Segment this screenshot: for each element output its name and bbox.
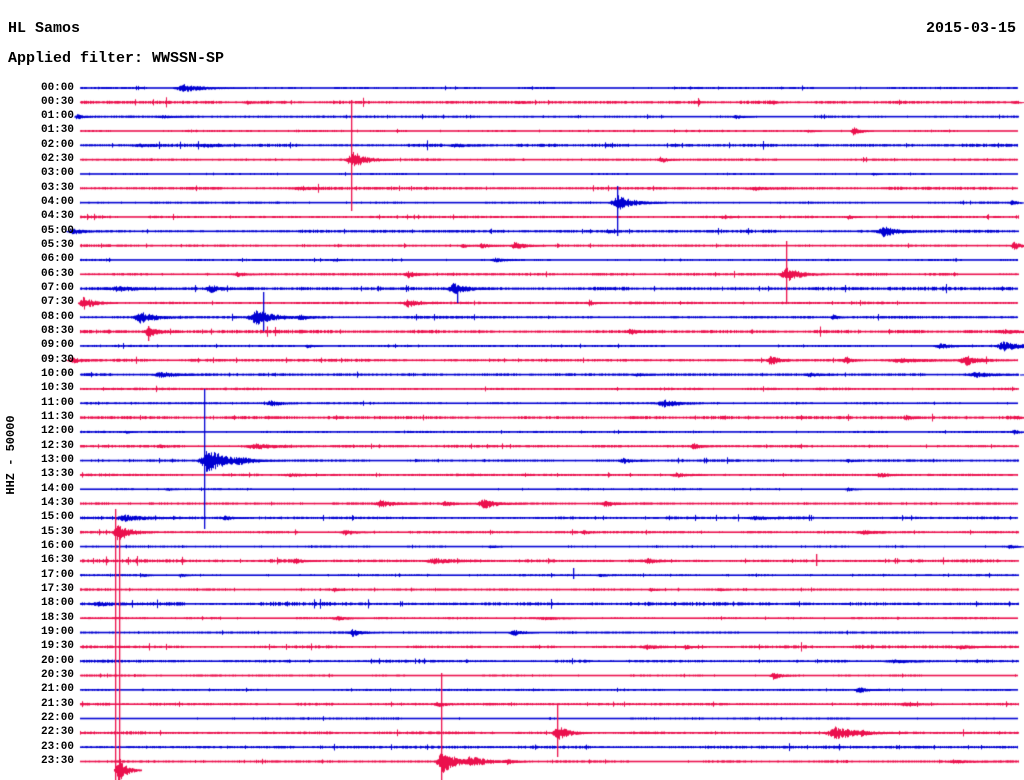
trace-time-label: 06:30 [40,267,74,280]
trace-time-label: 15:30 [40,525,74,538]
trace-time-label: 05:00 [40,224,74,237]
trace-time-label: 07:00 [40,282,74,295]
trace-time-label: 15:00 [40,511,74,524]
trace-time-label: 16:30 [40,554,74,567]
trace-time-label: 02:00 [40,138,74,151]
trace-time-label: 17:00 [40,568,74,581]
trace-time-label: 09:30 [40,353,74,366]
trace-time-label: 00:00 [40,81,74,94]
trace-time-label: 23:00 [40,740,74,753]
trace-time-label: 11:00 [40,396,74,409]
trace-time-label: 19:30 [40,640,74,653]
trace-time-label: 03:30 [40,181,74,194]
trace-time-label: 07:30 [40,296,74,309]
trace-time-label: 12:00 [40,425,74,438]
trace-time-label: 23:30 [40,755,74,767]
trace-time-label: 03:00 [40,167,74,180]
trace-time-label: 22:00 [40,712,74,725]
trace-time-label: 00:30 [40,95,74,108]
trace-time-label: 01:30 [40,124,74,137]
trace-time-label: 17:30 [40,583,74,596]
trace-time-label: 05:30 [40,239,74,252]
trace-time-label: 21:00 [40,683,74,696]
trace-time-label: 21:30 [40,697,74,710]
trace-time-label: 20:30 [40,669,74,682]
trace-time-label: 02:30 [40,153,74,166]
trace-time-label: 19:00 [40,626,74,639]
trace-time-label: 08:00 [40,310,74,323]
trace-time-label: 04:00 [40,196,74,209]
trace-time-label: 10:00 [40,368,74,381]
trace-time-label: 04:30 [40,210,74,223]
trace-time-label: 10:30 [40,382,74,395]
trace-time-label: 14:00 [40,482,74,495]
trace-time-label: 18:00 [40,597,74,610]
trace-time-label: 09:00 [40,339,74,352]
trace-time-label: 11:30 [40,411,74,424]
trace-time-label: 22:30 [40,726,74,739]
trace-time-label: 16:00 [40,540,74,553]
trace-time-label: 14:30 [40,497,74,510]
trace-time-label: 13:30 [40,468,74,481]
trace-time-label: 06:00 [40,253,74,266]
trace-time-label: 01:00 [40,110,74,123]
trace-time-label: 13:00 [40,454,74,467]
trace-time-label: 18:30 [40,611,74,624]
trace-time-label: 20:00 [40,654,74,667]
trace-time-label: 12:30 [40,439,74,452]
trace-time-label: 08:30 [40,325,74,338]
